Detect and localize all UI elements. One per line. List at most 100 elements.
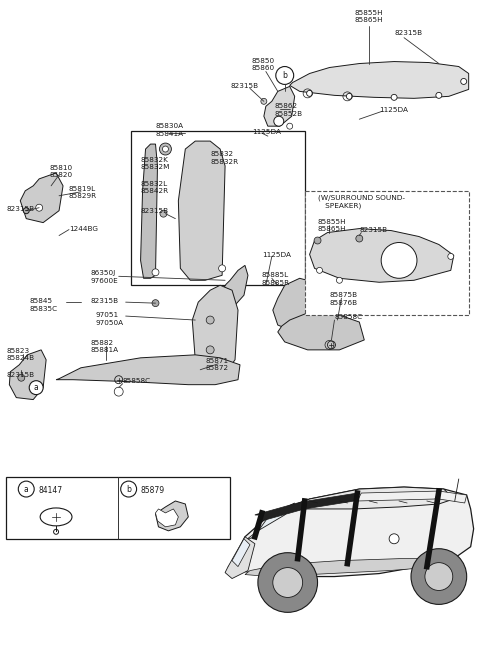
Polygon shape [156,501,188,531]
Polygon shape [232,539,250,567]
Text: b: b [126,485,131,493]
Circle shape [23,208,29,214]
Polygon shape [278,312,364,350]
Text: 82315B: 82315B [230,83,258,89]
Text: 82315B: 82315B [91,298,119,304]
Bar [131,131,305,285]
Polygon shape [357,491,439,501]
Circle shape [436,92,442,98]
Polygon shape [439,491,467,503]
Text: 85862
85852B: 85862 85852B [275,103,303,117]
Text: b: b [282,71,287,80]
Text: 85858C: 85858C [335,314,362,320]
Circle shape [347,93,352,99]
Polygon shape [310,228,454,282]
Circle shape [206,346,214,354]
Text: 86350J
97600E: 86350J 97600E [91,270,119,284]
Polygon shape [156,509,179,527]
Text: 85832L
85842R: 85832L 85842R [141,181,168,194]
Polygon shape [245,559,444,577]
Text: 85855H
85865H: 85855H 85865H [354,10,383,24]
Text: a: a [24,485,29,493]
Circle shape [411,548,467,604]
Circle shape [314,237,321,244]
Text: 85819L
85829R: 85819L 85829R [69,186,97,199]
Text: 82315B: 82315B [141,208,168,214]
Circle shape [425,563,453,590]
Polygon shape [20,173,63,222]
Text: (W/SURROUND SOUND-
   SPEAKER): (W/SURROUND SOUND- SPEAKER) [318,195,405,209]
Text: 85858C: 85858C [123,378,151,384]
Text: 1125DA: 1125DA [262,253,291,258]
Circle shape [162,146,168,152]
Polygon shape [264,87,295,126]
Circle shape [276,66,294,85]
Text: 85832K
85832M: 85832K 85832M [141,157,170,171]
Circle shape [159,143,171,155]
Circle shape [120,481,137,497]
Circle shape [391,94,397,100]
Circle shape [307,91,312,96]
Text: a: a [34,383,38,392]
Circle shape [29,380,43,395]
Text: 85879: 85879 [141,486,165,495]
Polygon shape [290,62,468,98]
Text: 1125DA: 1125DA [379,108,408,113]
Bar [305,191,468,315]
Text: 85855H
85865H: 85855H 85865H [318,218,346,232]
Polygon shape [225,537,255,579]
Polygon shape [262,501,305,521]
Circle shape [448,253,454,259]
Circle shape [218,265,226,272]
Circle shape [461,79,467,85]
Circle shape [18,374,25,381]
Polygon shape [179,141,225,280]
Circle shape [316,268,323,274]
Text: 85832
85832R: 85832 85832R [210,151,238,165]
Polygon shape [273,278,318,330]
Circle shape [54,529,59,534]
Circle shape [18,481,34,497]
Text: 85830A
85841A: 85830A 85841A [156,123,184,136]
Polygon shape [255,487,454,515]
Text: 85882
85881A: 85882 85881A [91,340,119,354]
Text: 82315B: 82315B [6,372,35,378]
Bar [6,477,230,539]
Circle shape [274,116,284,126]
Circle shape [152,300,159,306]
Polygon shape [228,487,474,577]
Circle shape [273,567,302,598]
Ellipse shape [40,508,72,526]
Text: 85885L
85885R: 85885L 85885R [262,272,290,286]
Text: 82315B: 82315B [6,206,35,212]
Polygon shape [141,144,157,278]
Text: 85810
85820: 85810 85820 [49,165,72,178]
Text: 85823
85824B: 85823 85824B [6,348,35,361]
Polygon shape [9,350,46,400]
Text: 85845
85835C: 85845 85835C [29,298,57,312]
Circle shape [287,123,293,129]
Text: 1125DA: 1125DA [252,129,281,135]
Circle shape [261,98,267,104]
Text: 82315B: 82315B [394,30,422,35]
Circle shape [160,210,167,217]
Polygon shape [222,266,248,305]
Text: 1244BG: 1244BG [69,226,98,232]
Text: 82315B: 82315B [360,226,387,233]
Text: 85871
85872: 85871 85872 [205,358,228,371]
Text: 84147: 84147 [38,486,62,495]
Circle shape [336,277,342,283]
Polygon shape [305,493,357,509]
Circle shape [152,269,159,276]
Text: 97051
97050A: 97051 97050A [96,312,124,325]
Polygon shape [192,285,238,380]
Circle shape [258,553,318,612]
Text: 85850
85860: 85850 85860 [252,58,275,71]
Polygon shape [56,355,240,384]
Circle shape [389,534,399,544]
Circle shape [206,316,214,324]
Circle shape [381,243,417,278]
Circle shape [36,204,43,211]
Circle shape [356,235,363,242]
Text: 85875B
85876B: 85875B 85876B [329,292,358,306]
